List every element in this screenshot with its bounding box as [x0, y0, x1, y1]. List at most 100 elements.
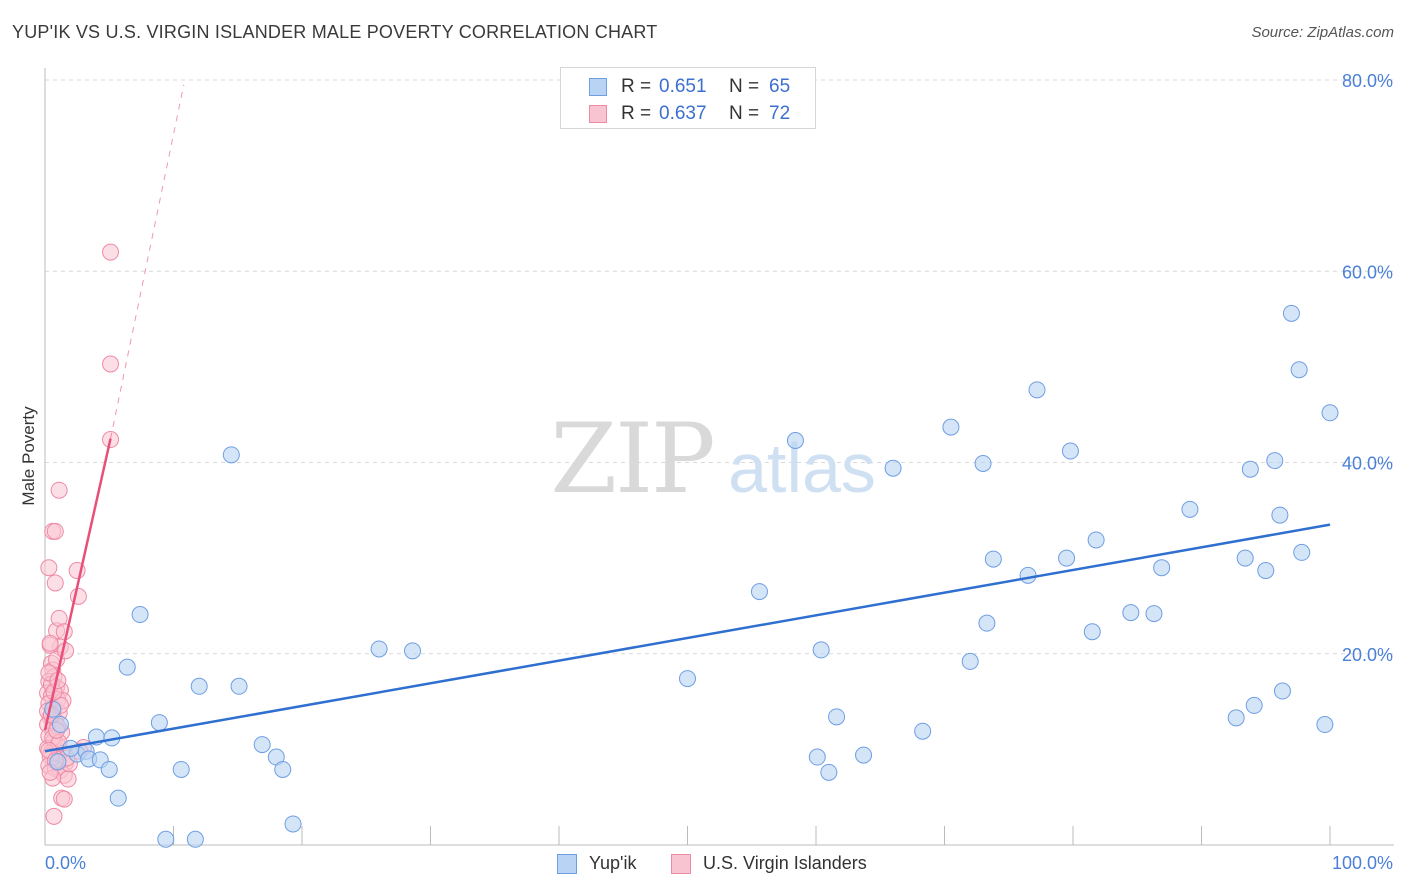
- watermark: ZIP atlas: [550, 403, 876, 515]
- data-point-yupik: [1316, 716, 1334, 734]
- tick-labels: 20.0% 40.0% 60.0% 80.0% 0.0% 100.0%: [45, 71, 1393, 873]
- n-label: N =: [729, 75, 760, 97]
- data-point-us-virgin-islanders: [45, 807, 63, 825]
- trend-extension-us-virgin-islanders: [110, 84, 185, 439]
- data-point-us-virgin-islanders: [46, 522, 64, 540]
- data-point-yupik: [1266, 452, 1284, 470]
- legend-item-yupik[interactable]: Yup'ik: [557, 853, 636, 874]
- data-point-yupik: [820, 763, 838, 781]
- watermark-zip: ZIP: [550, 403, 713, 515]
- axes: [44, 68, 1394, 846]
- data-point-yupik: [51, 716, 69, 734]
- data-point-us-virgin-islanders: [57, 642, 75, 660]
- data-point-yupik: [44, 700, 62, 718]
- trend-lines: [43, 84, 1331, 753]
- series-yupik: [44, 304, 1339, 848]
- data-point-yupik: [808, 748, 826, 766]
- n-value: 65: [769, 75, 791, 97]
- legend-row-yupik: R = 0.651 N = 65: [561, 73, 790, 100]
- data-point-yupik: [1058, 549, 1076, 567]
- data-point-yupik: [370, 640, 388, 658]
- legend-label-us-virgin-islanders: U.S. Virgin Islanders: [703, 853, 867, 873]
- data-point-yupik: [1019, 566, 1037, 584]
- data-point-yupik: [1061, 442, 1079, 460]
- trend-line-yupik: [44, 523, 1331, 753]
- r-label: R =: [621, 75, 652, 97]
- data-point-us-virgin-islanders: [55, 623, 73, 641]
- legend-swatch-yupik: [557, 853, 577, 874]
- data-point-yupik: [914, 722, 932, 740]
- data-point-yupik: [828, 708, 846, 726]
- data-point-yupik: [100, 760, 118, 778]
- data-point-us-virgin-islanders: [46, 574, 64, 592]
- r-value: 0.637: [659, 102, 707, 124]
- data-point-yupik: [1028, 381, 1046, 399]
- data-point-yupik: [1122, 604, 1140, 622]
- grid-lines: [45, 79, 1394, 655]
- data-point-us-virgin-islanders: [50, 481, 68, 499]
- data-point-yupik: [131, 606, 149, 624]
- trend-line-us-virgin-islanders: [43, 438, 112, 731]
- data-point-yupik: [1245, 696, 1263, 714]
- data-point-yupik: [118, 658, 136, 676]
- series-legend: Yup'ik U.S. Virgin Islanders: [0, 851, 1406, 877]
- data-point-yupik: [49, 753, 67, 771]
- data-point-yupik: [1293, 543, 1311, 561]
- chart-title: YUP'IK VS U.S. VIRGIN ISLANDER MALE POVE…: [12, 22, 658, 42]
- data-point-yupik: [172, 760, 190, 778]
- data-point-yupik: [984, 550, 1002, 568]
- n-label: N =: [729, 102, 760, 124]
- data-point-yupik: [186, 830, 204, 848]
- data-point-yupik: [157, 830, 175, 848]
- r-value: 0.651: [659, 75, 707, 97]
- y-tick-label: 20.0%: [1342, 645, 1393, 665]
- data-point-us-virgin-islanders: [41, 634, 59, 652]
- data-point-us-virgin-islanders: [59, 770, 77, 788]
- legend-item-us-virgin-islanders[interactable]: U.S. Virgin Islanders: [671, 853, 867, 874]
- data-point-yupik: [190, 677, 208, 695]
- y-tick-label: 60.0%: [1342, 262, 1393, 282]
- data-point-yupik: [884, 459, 902, 477]
- y-tick-label: 40.0%: [1342, 454, 1393, 474]
- data-point-yupik: [1257, 562, 1275, 580]
- y-axis-label: Male Poverty: [19, 406, 38, 506]
- data-point-yupik: [253, 736, 271, 754]
- data-point-yupik: [1083, 623, 1101, 641]
- data-point-yupik: [855, 746, 873, 764]
- data-point-yupik: [109, 789, 127, 807]
- data-point-yupik: [404, 642, 422, 660]
- data-point-yupik: [222, 446, 240, 464]
- data-point-us-virgin-islanders: [40, 559, 58, 577]
- x-tick-label: 0.0%: [45, 853, 86, 873]
- data-point-yupik: [1236, 549, 1254, 567]
- data-point-yupik: [786, 432, 804, 450]
- data-point-yupik: [1321, 404, 1339, 422]
- data-point-yupik: [1181, 500, 1199, 518]
- data-point-yupik: [284, 815, 302, 833]
- data-point-yupik: [1290, 361, 1308, 379]
- legend-swatch-us-virgin-islanders: [589, 104, 607, 123]
- correlation-legend: R = 0.651 N = 65 R = 0.637 N = 72: [560, 67, 816, 129]
- legend-swatch-us-virgin-islanders: [671, 853, 691, 874]
- legend-swatch-yupik: [589, 77, 607, 96]
- data-point-yupik: [750, 583, 768, 601]
- data-point-us-virgin-islanders: [102, 243, 120, 261]
- y-tick-label: 80.0%: [1342, 71, 1393, 91]
- data-point-us-virgin-islanders: [102, 355, 120, 373]
- source-label: Source: ZipAtlas.com: [1251, 24, 1394, 41]
- n-value: 72: [769, 102, 791, 124]
- data-point-yupik: [1087, 531, 1105, 549]
- data-point-yupik: [150, 714, 168, 732]
- series-us-virgin-islanders: [39, 243, 120, 825]
- data-point-yupik: [1282, 304, 1300, 322]
- data-point-yupik: [679, 670, 696, 688]
- r-label: R =: [621, 102, 652, 124]
- data-point-yupik: [1153, 559, 1171, 577]
- data-point-yupik: [812, 641, 830, 659]
- legend-label-yupik: Yup'ik: [589, 853, 637, 873]
- x-tick-label: 100.0%: [1332, 853, 1393, 873]
- data-point-yupik: [230, 677, 248, 695]
- data-point-yupik: [1271, 506, 1289, 524]
- data-point-yupik: [961, 652, 979, 670]
